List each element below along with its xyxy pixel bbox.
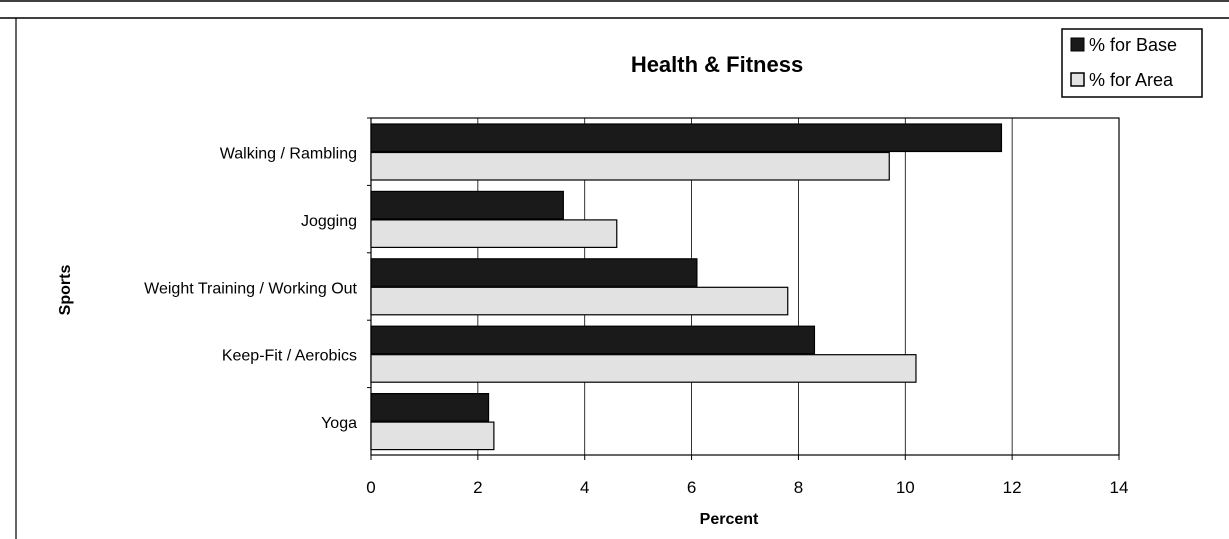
bar-base-2: [370, 258, 698, 287]
y-axis-title: Sports: [57, 265, 74, 316]
bar-area-2: [370, 286, 789, 316]
bar-base-0: [370, 123, 1003, 153]
bars-group: [370, 123, 1003, 451]
legend-swatch-base: [1070, 37, 1085, 52]
bar-base-1: [370, 190, 564, 220]
bar-area-4: [370, 421, 495, 451]
legend-box: [1061, 28, 1203, 98]
bar-base-4: [370, 393, 490, 422]
category-label-2: Weight Training / Working Out: [144, 280, 357, 297]
bar-area-3: [370, 354, 917, 383]
x-tick-label-10: 10: [896, 478, 915, 497]
x-tick-label-2: 2: [473, 478, 482, 497]
x-tick-label-0: 0: [366, 478, 375, 497]
x-tick-label-12: 12: [1003, 478, 1022, 497]
category-label-3: Keep-Fit / Aerobics: [222, 348, 357, 365]
legend-swatch-area: [1070, 72, 1085, 87]
x-tick-label-6: 6: [687, 478, 696, 497]
category-label-1: Jogging: [301, 213, 357, 230]
category-label-4: Yoga: [321, 415, 357, 432]
bar-area-1: [370, 219, 618, 248]
bar-area-0: [370, 151, 890, 181]
x-tick-label-14: 14: [1110, 478, 1129, 497]
legend-label-area: % for Area: [1089, 70, 1174, 90]
chart-title: Health & Fitness: [631, 52, 803, 77]
category-label-0: Walking / Rambling: [220, 146, 357, 163]
bar-base-3: [370, 325, 816, 355]
x-axis-title: Percent: [700, 511, 759, 528]
x-tick-label-8: 8: [794, 478, 803, 497]
x-axis-ticks: 0 2 4 6 8 10 12 14: [366, 455, 1128, 497]
legend-label-base: % for Base: [1089, 35, 1177, 55]
legend: % for Base % for Area: [1061, 28, 1203, 98]
category-labels: Walking / Rambling Jogging Weight Training…: [144, 117, 371, 432]
x-tick-label-4: 4: [580, 478, 589, 497]
